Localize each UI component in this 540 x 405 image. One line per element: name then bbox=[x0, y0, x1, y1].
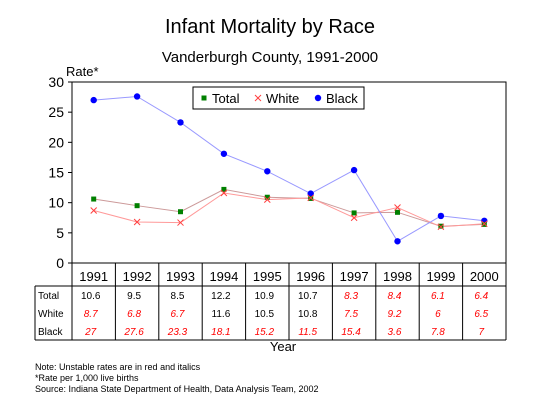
table-cell: 6 bbox=[435, 309, 441, 320]
table-cell: 11.6 bbox=[212, 309, 231, 320]
legend-marker-white bbox=[254, 94, 262, 102]
legend-label-white: White bbox=[266, 91, 299, 106]
data-point-white bbox=[307, 194, 315, 202]
table-row-label: Total bbox=[38, 291, 59, 302]
data-point-white bbox=[480, 220, 488, 228]
table-cell: 10.8 bbox=[298, 309, 318, 320]
series-line-total bbox=[93, 188, 485, 227]
data-point-black bbox=[177, 119, 184, 126]
data-point-black bbox=[437, 212, 445, 220]
data-point-white bbox=[133, 218, 141, 226]
table-cell: 10.5 bbox=[255, 309, 275, 320]
note-line-2: *Rate per 1,000 live births bbox=[35, 373, 139, 383]
table-cell: 8.5 bbox=[171, 291, 185, 302]
table-cell: 8.3 bbox=[344, 291, 358, 302]
data-point-white bbox=[90, 207, 98, 214]
data-point-black bbox=[220, 150, 228, 157]
x-tick-label: 1993 bbox=[166, 269, 195, 284]
y-tick-label: 5 bbox=[56, 225, 64, 241]
y-tick-label: 30 bbox=[48, 74, 64, 90]
table-cell: 3.6 bbox=[388, 327, 402, 338]
data-point-white bbox=[437, 223, 445, 231]
x-tick-label: 1998 bbox=[383, 269, 412, 284]
legend-label-black: Black bbox=[326, 91, 358, 106]
table-cell: 9.2 bbox=[388, 309, 402, 320]
y-tick-label: 25 bbox=[48, 104, 64, 120]
table-cell: 27 bbox=[84, 327, 97, 338]
y-tick-label: 20 bbox=[48, 134, 64, 150]
table-cell: 7.5 bbox=[344, 309, 358, 320]
x-tick-label: 1997 bbox=[340, 269, 369, 284]
table-cell: 23.3 bbox=[167, 327, 188, 338]
table-cell: 10.7 bbox=[298, 291, 318, 302]
data-point-white bbox=[263, 196, 271, 204]
table-cell: 6.4 bbox=[474, 291, 488, 302]
table-cell: 9.5 bbox=[127, 291, 141, 302]
table-row-label: White bbox=[38, 309, 64, 320]
y-tick-label: 0 bbox=[56, 255, 64, 271]
data-point-white bbox=[350, 214, 358, 222]
legend-marker-black bbox=[314, 94, 322, 102]
plot-area bbox=[71, 81, 507, 264]
data-point-black bbox=[350, 166, 358, 174]
legend: Total White Black bbox=[192, 86, 365, 110]
y-axis-label: Rate* bbox=[66, 64, 99, 79]
table-cell: 8.7 bbox=[84, 309, 98, 320]
data-point-total bbox=[351, 210, 357, 216]
x-tick-label: 1999 bbox=[426, 269, 455, 284]
x-axis-label: Year bbox=[270, 339, 297, 354]
series-line-black bbox=[93, 95, 485, 242]
table-cell: 6.8 bbox=[127, 309, 141, 320]
table-cell: 7.8 bbox=[431, 327, 445, 338]
data-point-white bbox=[394, 204, 401, 211]
table-cell: 18.1 bbox=[211, 327, 230, 338]
legend-marker-total bbox=[201, 95, 207, 101]
data-point-black bbox=[307, 190, 314, 197]
data-point-black bbox=[394, 238, 401, 245]
data-point-total bbox=[178, 209, 183, 215]
data-point-black bbox=[90, 96, 97, 104]
y-tick-label: 15 bbox=[48, 165, 64, 181]
table-cell: 6.5 bbox=[474, 309, 488, 320]
chart-title: Infant Mortality by Race bbox=[165, 16, 375, 38]
table-cell: 6.1 bbox=[431, 291, 445, 302]
series-line-white bbox=[93, 192, 485, 228]
table-cell: 10.9 bbox=[255, 291, 275, 302]
data-point-white bbox=[220, 189, 228, 197]
data-point-total bbox=[221, 186, 227, 192]
data-point-total bbox=[264, 194, 270, 200]
data-point-total bbox=[91, 196, 97, 202]
x-tick-label: 1992 bbox=[123, 269, 152, 284]
table-cell: 27.6 bbox=[123, 327, 144, 338]
note-line-3: Source: Indiana State Department of Heal… bbox=[35, 384, 319, 394]
x-tick-label: 1996 bbox=[296, 269, 325, 284]
data-point-black bbox=[264, 168, 271, 175]
chart-subtitle: Vanderburgh County, 1991-2000 bbox=[162, 49, 378, 66]
x-tick-label: 2000 bbox=[470, 269, 499, 284]
data-point-total bbox=[395, 209, 400, 215]
x-tick-label: 1995 bbox=[253, 269, 282, 284]
table-row-label: Black bbox=[38, 327, 63, 338]
table-cell: 15.2 bbox=[255, 327, 275, 338]
data-point-white bbox=[177, 219, 184, 226]
x-tick-label: 1991 bbox=[79, 269, 108, 284]
y-tick-label: 10 bbox=[48, 195, 64, 211]
table-cell: 10.6 bbox=[81, 291, 101, 302]
table-cell: 6.7 bbox=[171, 309, 185, 320]
note-line-1: Note: Unstable rates are in red and ital… bbox=[35, 362, 201, 372]
table-cell: 12.2 bbox=[211, 291, 231, 302]
table-cell: 7 bbox=[479, 327, 485, 338]
data-point-total bbox=[134, 203, 140, 209]
legend-box bbox=[192, 86, 365, 110]
x-tick-label: 1994 bbox=[209, 269, 238, 284]
table-cell: 8.4 bbox=[388, 291, 402, 302]
data-point-black bbox=[133, 93, 141, 100]
table-cell: 15.4 bbox=[341, 327, 361, 338]
legend-label-total: Total bbox=[212, 91, 240, 106]
table-cell: 11.5 bbox=[298, 327, 317, 338]
